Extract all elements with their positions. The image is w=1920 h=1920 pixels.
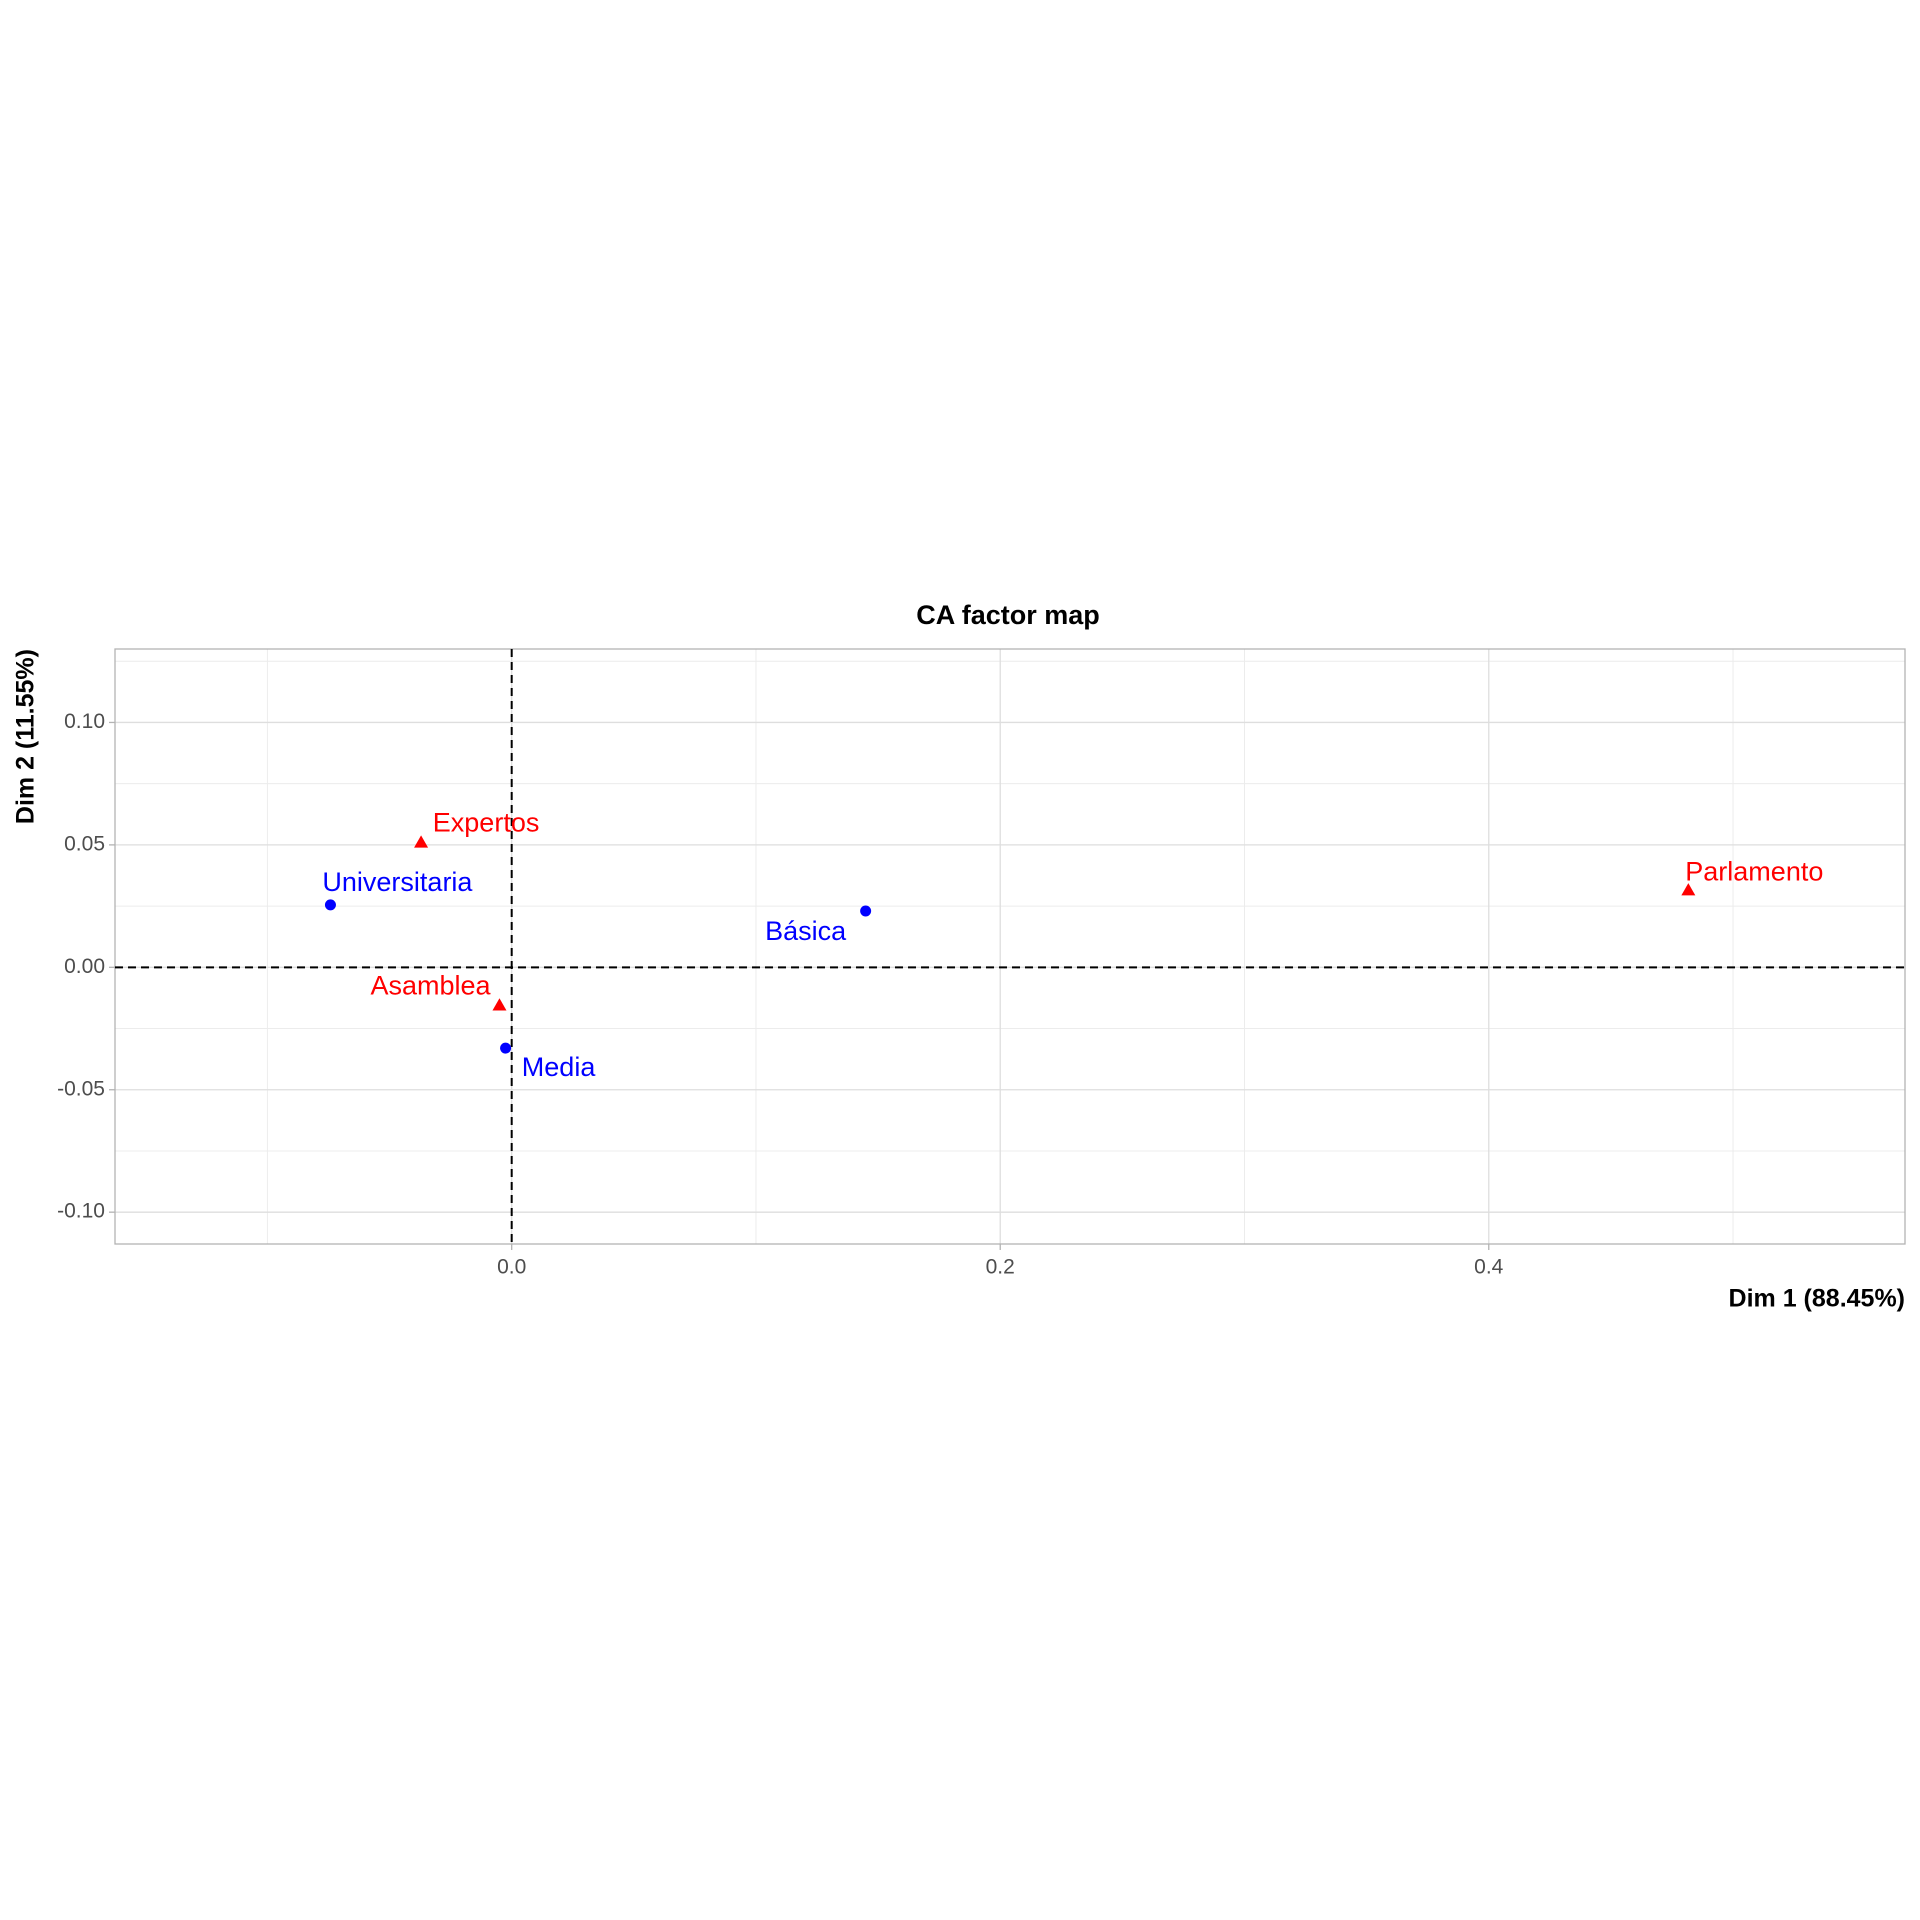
point (860, 905, 872, 917)
panel-border (114, 648, 1906, 1245)
x-tick-label: 0.2 (986, 1256, 1015, 1279)
point (324, 899, 336, 911)
y-axis-title: Dim 2 (11.55%) (12, 649, 40, 824)
y-tick-label: 0.00 (64, 955, 105, 978)
point-label: Media (522, 1052, 597, 1082)
point (500, 1042, 512, 1054)
point-label: Universitaria (322, 867, 473, 897)
y-tick-label: 0.10 (64, 710, 105, 733)
chart-title: CA factor map (916, 600, 1100, 630)
point-label: Asamblea (370, 970, 491, 1000)
y-tick-label: 0.05 (64, 832, 105, 855)
point-label: Básica (765, 916, 847, 946)
x-axis-title: Dim 1 (88.45%) (1729, 1285, 1905, 1313)
point-label: Expertos (433, 808, 540, 838)
x-tick-label: 0.0 (497, 1256, 526, 1279)
y-tick-label: -0.10 (57, 1200, 105, 1223)
point (492, 998, 507, 1011)
point (1681, 883, 1696, 896)
point (414, 835, 429, 848)
y-tick-label: -0.05 (57, 1077, 105, 1100)
x-tick-label: 0.4 (1474, 1256, 1504, 1279)
point-label: Parlamento (1685, 856, 1823, 886)
